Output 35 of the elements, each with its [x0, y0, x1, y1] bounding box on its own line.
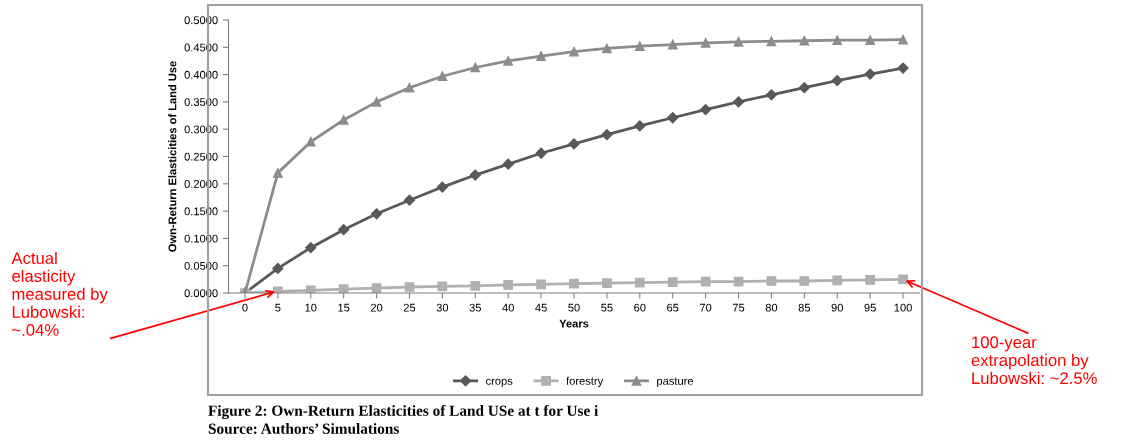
x-tick-label: 65	[667, 303, 679, 312]
x-tick-label: 100	[894, 303, 912, 312]
x-tick-label: 30	[436, 303, 449, 312]
x-tick-label: 50	[568, 303, 580, 312]
x-tick-label: 60	[634, 303, 646, 312]
x-axis-title: Years	[559, 319, 589, 328]
legend-label: crops	[486, 378, 513, 388]
x-tick-label: 95	[864, 303, 876, 312]
y-axis-title: Own-Return Elasticities of Land Use	[168, 61, 177, 252]
x-tick-label: 90	[831, 303, 843, 312]
x-tick-label: 55	[601, 303, 613, 312]
x-tick-label: 75	[732, 303, 745, 312]
x-tick-label: 35	[469, 303, 481, 312]
y-tick-label: 0.1000	[184, 234, 218, 243]
x-tick-label: 5	[275, 303, 281, 312]
x-tick-label: 45	[535, 303, 547, 312]
y-tick-label: 0.3000	[184, 125, 218, 134]
x-tick-label: 85	[798, 303, 811, 312]
y-tick-label: 0.1500	[184, 207, 218, 216]
x-tick-label: 10	[305, 303, 317, 312]
x-tick-label: 70	[700, 303, 712, 312]
x-tick-label: 40	[502, 303, 514, 312]
text: Figure 2: Own-Return Elasticities of Land USe at t for Use i	[208, 404, 599, 420]
x-tick-label: 0	[242, 303, 248, 312]
x-tick-label: 80	[765, 303, 778, 312]
legend-label: pasture	[657, 377, 694, 388]
x-tick-label: 25	[403, 303, 416, 312]
annotation: 100-year extrapolation by Lubowski: ~2.5%	[971, 336, 1097, 385]
y-tick-label: 0.4500	[184, 43, 218, 52]
x-tick-label: 20	[370, 303, 383, 312]
legend-label: forestry	[566, 376, 604, 388]
y-tick-label: 0.2500	[184, 152, 218, 161]
source-note: Source: Authors’ Simulations	[208, 423, 399, 434]
annotation: Actual elasticity measured by Lubowski: ~.04%	[11, 251, 108, 336]
x-tick-label: 15	[338, 303, 350, 312]
